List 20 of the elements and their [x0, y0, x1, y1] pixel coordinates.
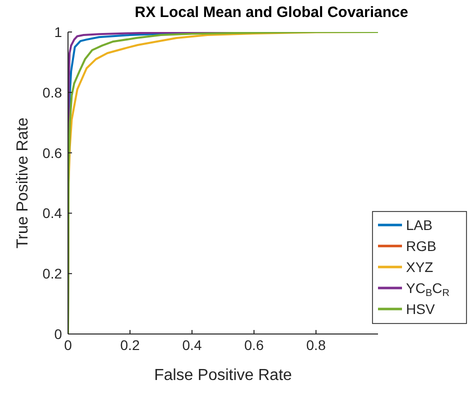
y-tick-label: 1: [54, 24, 62, 40]
legend-label: XYZ: [406, 259, 434, 275]
x-tick-label: 0.4: [182, 336, 202, 353]
legend-label: HSV: [406, 301, 436, 317]
y-tick-label: 0: [54, 326, 62, 342]
chart-title: RX Local Mean and Global Covariance: [134, 4, 410, 23]
y-tick-label: 0.8: [42, 84, 62, 100]
x-tick-label: 0.8: [306, 336, 326, 353]
x-tick-label: 0: [64, 336, 72, 353]
legend-label: LAB: [406, 217, 432, 233]
y-tick-label: 0.2: [42, 266, 62, 282]
legend-label: RGB: [406, 238, 436, 254]
line-series: [68, 32, 378, 334]
x-axis-title: False Positive Rate: [154, 367, 292, 384]
y-axis-title: True Positive Rate: [14, 117, 32, 249]
x-tick-label: 0.2: [120, 336, 140, 353]
y-tick-label: 0.6: [42, 144, 62, 161]
y-tick-label: 0.4: [42, 205, 62, 222]
x-tick-label: 0.6: [244, 336, 264, 353]
legend-label: YC$_{B}$C$_{R}$: [406, 280, 450, 299]
